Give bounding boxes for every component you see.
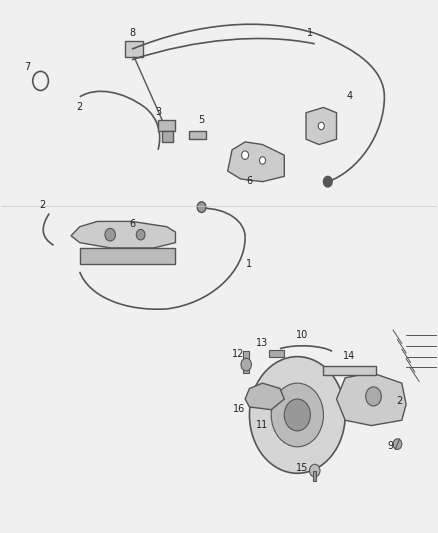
- FancyBboxPatch shape: [243, 351, 250, 373]
- Circle shape: [310, 464, 320, 477]
- Text: 9: 9: [388, 441, 394, 451]
- Circle shape: [393, 439, 402, 449]
- Circle shape: [284, 399, 311, 431]
- Circle shape: [241, 358, 251, 371]
- Polygon shape: [306, 108, 336, 144]
- FancyBboxPatch shape: [162, 131, 173, 142]
- Circle shape: [197, 202, 206, 213]
- Text: 10: 10: [296, 330, 308, 340]
- Text: 11: 11: [256, 420, 268, 430]
- Circle shape: [366, 387, 381, 406]
- FancyBboxPatch shape: [80, 248, 176, 264]
- Polygon shape: [336, 373, 406, 425]
- Polygon shape: [71, 221, 176, 248]
- FancyBboxPatch shape: [158, 119, 176, 131]
- Circle shape: [105, 228, 116, 241]
- Circle shape: [250, 357, 345, 473]
- Text: 2: 2: [396, 397, 403, 406]
- Text: 6: 6: [247, 176, 253, 187]
- FancyBboxPatch shape: [269, 350, 284, 357]
- Polygon shape: [228, 142, 284, 182]
- Text: 5: 5: [198, 115, 205, 125]
- Text: 7: 7: [25, 62, 31, 72]
- Polygon shape: [188, 131, 206, 139]
- Text: 13: 13: [256, 338, 268, 348]
- Text: 6: 6: [129, 219, 135, 229]
- Circle shape: [242, 151, 249, 159]
- Circle shape: [318, 122, 324, 130]
- FancyBboxPatch shape: [125, 41, 143, 57]
- Circle shape: [259, 157, 265, 164]
- Text: 15: 15: [296, 463, 308, 473]
- Circle shape: [323, 176, 332, 187]
- Text: 12: 12: [233, 349, 245, 359]
- Polygon shape: [245, 383, 284, 410]
- Text: 4: 4: [346, 92, 353, 101]
- Text: 2: 2: [77, 102, 83, 112]
- Text: 16: 16: [233, 405, 245, 414]
- Text: 1: 1: [307, 28, 314, 38]
- FancyBboxPatch shape: [323, 366, 376, 375]
- Text: 3: 3: [155, 107, 161, 117]
- FancyBboxPatch shape: [314, 471, 317, 481]
- Text: 1: 1: [247, 259, 253, 269]
- Text: 14: 14: [343, 351, 356, 361]
- Text: 8: 8: [129, 28, 135, 38]
- Circle shape: [136, 229, 145, 240]
- Text: 2: 2: [39, 200, 46, 210]
- Circle shape: [271, 383, 323, 447]
